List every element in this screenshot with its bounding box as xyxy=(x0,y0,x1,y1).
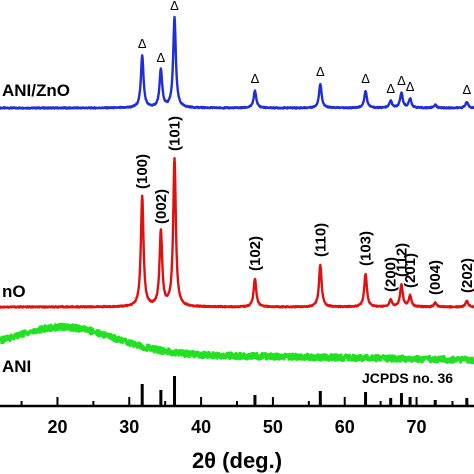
peak-marker: Δ xyxy=(386,81,395,96)
peak-hkl-label: (202) xyxy=(459,258,474,293)
peak-marker: Δ xyxy=(462,82,471,97)
peak-hkl-label: (200) xyxy=(383,257,400,292)
peak-marker: Δ xyxy=(316,64,325,79)
peak-hkl-label: (110) xyxy=(312,223,329,257)
peak-marker: Δ xyxy=(138,36,147,51)
series-label: ANI/ZnO xyxy=(2,81,70,100)
peak-hkl-label: (103) xyxy=(358,231,375,266)
x-axis: 20 30 40 50 60 70 xyxy=(0,397,474,437)
x-tick-label: 70 xyxy=(407,417,427,437)
peak-marker: Δ xyxy=(361,71,370,86)
peak-marker: Δ xyxy=(251,71,260,86)
series-line xyxy=(0,15,474,110)
peak-hkl-label: (102) xyxy=(247,236,264,271)
reference-pattern: JCPDS no. 36 xyxy=(140,370,469,406)
peak-marker: Δ xyxy=(170,0,179,13)
series-label: ANI xyxy=(2,357,31,376)
peak-hkl-label: (101) xyxy=(167,116,184,151)
reference-label: JCPDS no. 36 xyxy=(362,370,453,386)
x-tick-label: 50 xyxy=(263,417,283,437)
peak-marker: Δ xyxy=(157,50,166,65)
x-tick-label: 20 xyxy=(47,417,67,437)
peak-hkl-label: (100) xyxy=(134,154,151,189)
x-axis-label: 2θ (deg.) xyxy=(192,448,282,473)
series-line xyxy=(0,156,474,309)
peak-hkl-label: (002) xyxy=(153,189,170,224)
series-pani: ANI xyxy=(0,322,474,376)
series-zno: nO (100)(002) (101) (102) (110) (103) (200)(11… xyxy=(0,116,474,309)
x-tick-label: 40 xyxy=(191,417,211,437)
series-line xyxy=(0,322,474,365)
peak-hkl-label: (201) xyxy=(402,253,419,288)
peak-marker: Δ xyxy=(397,73,406,88)
peak-hkl-label: (004) xyxy=(427,260,444,295)
x-tick-label: 30 xyxy=(119,417,139,437)
x-tick-label: 60 xyxy=(335,417,355,437)
peak-marker: Δ xyxy=(406,79,415,94)
series-label: nO xyxy=(2,282,26,301)
peak-hkl-label: (112) xyxy=(393,243,410,277)
